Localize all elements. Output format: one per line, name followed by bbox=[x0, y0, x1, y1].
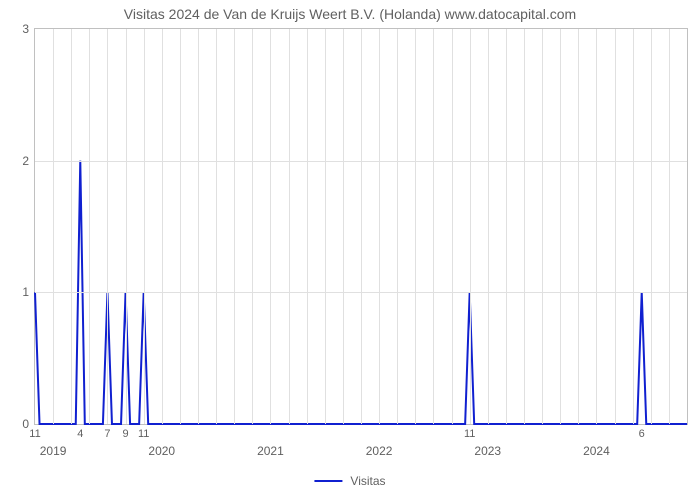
gridline-vertical bbox=[89, 29, 90, 424]
gridline-horizontal bbox=[35, 161, 687, 162]
gridline-vertical bbox=[252, 29, 253, 424]
gridline-vertical bbox=[669, 29, 670, 424]
plot-area: 01231147911116201920202021202220232024 bbox=[34, 28, 688, 425]
legend-swatch bbox=[314, 480, 342, 482]
y-tick-label: 3 bbox=[22, 22, 35, 36]
x-minor-label: 7 bbox=[104, 424, 110, 440]
chart-container: Visitas 2024 de Van de Kruijs Weert B.V.… bbox=[0, 0, 700, 500]
gridline-vertical bbox=[289, 29, 290, 424]
gridline-vertical bbox=[506, 29, 507, 424]
gridline-vertical bbox=[488, 29, 489, 424]
gridline-vertical bbox=[578, 29, 579, 424]
gridline-vertical bbox=[216, 29, 217, 424]
x-minor-label: 4 bbox=[77, 424, 83, 440]
gridline-vertical bbox=[234, 29, 235, 424]
gridline-vertical bbox=[198, 29, 199, 424]
gridline-vertical bbox=[433, 29, 434, 424]
gridline-vertical bbox=[144, 29, 145, 424]
x-major-label: 2024 bbox=[583, 424, 610, 458]
x-minor-label: 6 bbox=[639, 424, 645, 440]
x-major-label: 2023 bbox=[474, 424, 501, 458]
gridline-vertical bbox=[470, 29, 471, 424]
gridline-vertical bbox=[524, 29, 525, 424]
x-major-label: 2019 bbox=[40, 424, 67, 458]
gridline-vertical bbox=[615, 29, 616, 424]
x-major-label: 2020 bbox=[148, 424, 175, 458]
gridline-vertical bbox=[379, 29, 380, 424]
y-tick-label: 1 bbox=[22, 285, 35, 299]
gridline-vertical bbox=[307, 29, 308, 424]
legend-label: Visitas bbox=[350, 474, 385, 488]
gridline-vertical bbox=[596, 29, 597, 424]
gridline-vertical bbox=[633, 29, 634, 424]
gridline-vertical bbox=[180, 29, 181, 424]
gridline-vertical bbox=[270, 29, 271, 424]
gridline-vertical bbox=[53, 29, 54, 424]
gridline-vertical bbox=[361, 29, 362, 424]
gridline-vertical bbox=[343, 29, 344, 424]
gridline-vertical bbox=[325, 29, 326, 424]
gridline-vertical bbox=[71, 29, 72, 424]
gridline-vertical bbox=[397, 29, 398, 424]
gridline-vertical bbox=[542, 29, 543, 424]
gridline-vertical bbox=[107, 29, 108, 424]
chart-title: Visitas 2024 de Van de Kruijs Weert B.V.… bbox=[0, 6, 700, 22]
x-major-label: 2021 bbox=[257, 424, 284, 458]
gridline-vertical bbox=[415, 29, 416, 424]
gridline-horizontal bbox=[35, 292, 687, 293]
y-tick-label: 2 bbox=[22, 154, 35, 168]
x-major-label: 2022 bbox=[366, 424, 393, 458]
x-minor-label: 9 bbox=[122, 424, 128, 440]
gridline-vertical bbox=[452, 29, 453, 424]
gridline-vertical bbox=[651, 29, 652, 424]
gridline-vertical bbox=[560, 29, 561, 424]
gridline-vertical bbox=[126, 29, 127, 424]
gridline-vertical bbox=[162, 29, 163, 424]
legend: Visitas bbox=[314, 474, 385, 488]
